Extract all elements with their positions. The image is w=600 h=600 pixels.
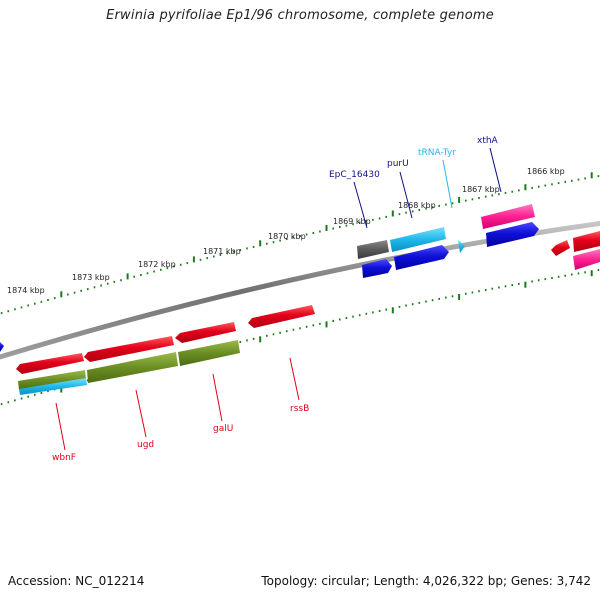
topology-text: Topology: circular; Length: 4,026,322 bp… (261, 574, 591, 588)
gene-edge-reverse (0, 342, 4, 352)
gene-olive-1[interactable] (18, 370, 86, 390)
ruler-label-1867: 1867 kbp (462, 185, 500, 194)
gene-label-purU: purU (387, 159, 409, 169)
gene-reverse-3[interactable] (486, 222, 539, 247)
chromosome-backbone (0, 220, 600, 360)
outer-ruler (0, 172, 600, 315)
gene-edge-red-2[interactable] (573, 231, 600, 252)
gene-label-tRNA-Tyr: tRNA-Tyr (418, 148, 456, 158)
gene-edge-magenta[interactable] (573, 249, 600, 270)
gene-tRNA-Tyr[interactable] (458, 240, 465, 253)
inner-ruler (0, 269, 600, 406)
gene-olive-2[interactable] (87, 352, 178, 383)
gene-ugd-forward[interactable] (84, 336, 174, 362)
ruler-label-1871: 1871 kbp (203, 247, 241, 256)
accession-text: Accession: NC_012214 (8, 574, 145, 588)
gene-EpC_16430[interactable] (357, 240, 389, 259)
gene-label-galU: galU (213, 424, 233, 434)
ruler-label-1869: 1869 kbp (333, 217, 371, 226)
gene-xthA[interactable] (481, 204, 535, 229)
ruler-label-1873: 1873 kbp (72, 273, 110, 282)
gene-olive-3[interactable] (178, 340, 240, 366)
gene-label-rssB: rssB (290, 404, 309, 414)
gene-edge-red-1[interactable] (551, 240, 570, 256)
gene-label-ugd: ugd (137, 440, 154, 450)
gene-reverse-2[interactable] (394, 245, 449, 270)
gene-wbnF-forward[interactable] (16, 353, 84, 374)
leader-lines (55, 147, 502, 451)
ruler-label-1868: 1868 kbp (398, 201, 436, 210)
ruler-label-1866: 1866 kbp (527, 167, 565, 176)
ruler-label-1874: 1874 kbp (7, 286, 45, 295)
gene-label-wbnF: wbnF (52, 453, 76, 463)
gene-cyan-1[interactable] (19, 378, 87, 395)
gene-reverse-1[interactable] (362, 259, 392, 278)
gene-label-xthA: xthA (477, 136, 499, 146)
gene-label-EpC_16430: EpC_16430 (329, 170, 380, 180)
ruler-label-1870: 1870 kbp (268, 232, 306, 241)
gene-purU[interactable] (390, 227, 446, 252)
gene-rssB-forward[interactable] (248, 305, 315, 328)
map-title: Erwinia pyrifoliae Ep1/96 chromosome, co… (106, 8, 494, 23)
ruler-label-1872: 1872 kbp (138, 260, 176, 269)
gene-galU-forward[interactable] (175, 322, 236, 343)
